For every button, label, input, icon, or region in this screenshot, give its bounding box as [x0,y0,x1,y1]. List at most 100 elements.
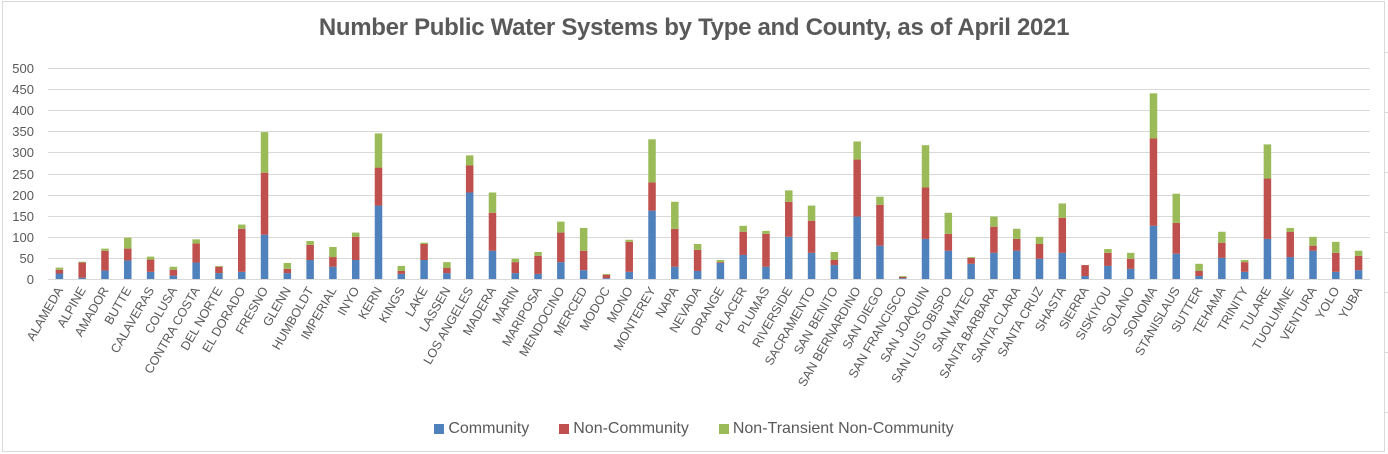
bar-non-transient-non-community-orange [716,260,725,263]
bar-non-community-amador [101,250,109,271]
bar-non-community-orange [716,262,725,263]
bar-non-community-del-norte [215,266,223,274]
bar-community-solano [1126,268,1135,279]
bar-community-amador [101,270,109,279]
sheet-row-tick [1385,172,1388,173]
legend-item-non-transient[interactable]: Non-Transient Non-Community [718,420,954,438]
bar-non-community-los-angeles [465,165,474,193]
y-tick-label: 250 [12,167,34,182]
bar-non-community-san-joaquin [921,187,930,239]
bar-non-community-tulare [1263,178,1272,239]
bar-community-riverside [785,236,793,279]
bar-community-butte [124,260,132,279]
bar-non-community-sacramento [807,220,816,253]
bar-non-transient-non-community-solano [1126,252,1135,259]
bar-community-tulare [1263,238,1272,279]
bar-non-community-shasta [1058,217,1067,253]
bar-non-transient-non-community-el-dorado [237,224,246,229]
bar-non-transient-non-community-stanislaus [1172,193,1181,223]
bar-non-transient-non-community-sacramento [807,205,816,221]
bar-community-humboldt [306,260,314,279]
bar-community-sonoma [1149,225,1158,279]
bar-non-transient-non-community-santa-cruz [1035,236,1044,244]
bar-non-transient-non-community-san-bernardino [853,141,861,160]
bar-community-mono [625,271,633,279]
bar-non-transient-non-community-glenn [283,262,292,269]
bar-community-del-norte [215,273,223,279]
bar-non-transient-non-community-kings [397,265,406,271]
bar-non-community-humboldt [306,244,314,261]
y-tick-label: 150 [12,209,34,224]
bar-non-community-san-bernardino [853,159,861,217]
legend-swatch-community [434,424,445,434]
bar-community-san-mateo [967,263,975,279]
bar-non-community-modoc [602,274,611,279]
bar-community-marin [511,273,520,279]
sheet-row-tick [1385,352,1388,353]
bar-non-community-kern [374,167,383,206]
bar-non-community-trinity [1240,262,1249,272]
y-tick-label: 50 [20,251,34,266]
bar-non-community-napa [671,228,679,267]
bar-non-community-alameda [55,269,64,274]
bar-community-contra-costa [192,262,200,279]
bar-non-community-butte [124,248,132,261]
bar-community-santa-cruz [1035,258,1044,279]
bar-community-sacramento [807,252,816,279]
bar-community-stanislaus [1172,253,1181,279]
bar-community-sutter [1195,276,1203,279]
bar-community-nevada [693,270,702,279]
bar-non-transient-non-community-santa-clara [1012,228,1021,239]
sheet-row-tick [1385,112,1388,113]
legend-item-community[interactable]: Community [434,420,529,438]
bar-non-community-nevada [693,249,702,271]
legend-swatch-non-transient [718,424,729,434]
sheet-row-tick [1385,292,1388,293]
bar-non-community-mariposa [534,255,542,274]
bar-non-transient-non-community-marin [511,258,520,263]
bar-non-transient-non-community-alameda [55,267,64,270]
bar-non-transient-non-community-tehama [1218,231,1226,243]
bar-non-community-sierra [1081,265,1089,277]
bar-non-transient-non-community-contra-costa [192,239,200,244]
bar-community-tehama [1218,257,1226,279]
bar-community-kings [397,273,406,279]
legend: Community Non-Community Non-Transient No… [0,420,1388,438]
bar-non-transient-non-community-napa [671,201,679,229]
bar-community-plumas [762,266,770,279]
legend-swatch-non-community [559,424,570,434]
bar-community-monterey [648,210,656,279]
bar-non-community-marin [511,262,520,274]
bar-community-el-dorado [237,271,246,279]
bar-community-alpine [78,277,86,279]
bar-non-community-santa-cruz [1035,243,1044,259]
bar-non-transient-non-community-imperial [329,246,337,258]
bar-community-placer [739,254,747,279]
sheet-row-tick [1385,52,1388,53]
bar-non-community-colusa [169,269,178,276]
bar-community-inyo [351,260,360,279]
bar-non-community-santa-clara [1012,238,1021,251]
bar-non-community-imperial [329,257,337,267]
bar-community-san-diego [876,245,884,279]
bar-non-community-placer [739,231,747,255]
y-tick-label: 500 [12,61,34,76]
bar-non-community-madera [488,212,497,251]
bar-non-transient-non-community-yolo [1332,241,1340,253]
bar-non-transient-non-community-los-angeles [465,155,474,166]
bar-non-community-lassen [443,268,451,274]
bar-non-transient-non-community-sonoma [1149,93,1158,139]
bar-non-community-el-dorado [237,228,246,272]
legend-item-non-community[interactable]: Non-Community [559,420,689,438]
bar-non-community-yolo [1332,252,1340,272]
bar-non-community-mendocino [557,232,565,263]
bar-non-community-san-diego [876,204,884,246]
bar-non-transient-non-community-nevada [693,243,702,250]
y-axis-ticks: 0 50 100 150 200 250 300 350 400 450 500 [12,61,34,287]
bar-community-lake [420,260,428,279]
bar-non-transient-non-community-plumas [762,230,770,234]
bar-non-transient-non-community-tulare [1263,144,1272,179]
bar-non-community-yuba [1354,255,1363,271]
bar-non-community-merced [579,250,588,271]
